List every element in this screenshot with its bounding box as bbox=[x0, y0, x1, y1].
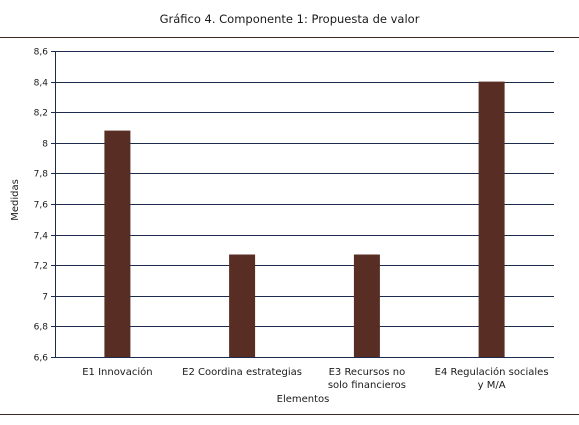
bar bbox=[104, 130, 131, 357]
x-tick-label: E4 Regulación sociales y M/A bbox=[435, 366, 549, 391]
bars bbox=[104, 81, 505, 357]
bar bbox=[229, 254, 256, 357]
y-tick-label: 8 bbox=[42, 140, 48, 150]
gridlines bbox=[51, 51, 554, 358]
y-tick-label: 6,6 bbox=[34, 354, 49, 364]
y-tick-label: 8,4 bbox=[34, 79, 49, 89]
x-axis-label: Elementos bbox=[277, 394, 330, 405]
y-tick-label: 7,6 bbox=[34, 201, 49, 211]
y-tick-labels: 6,6 6,8 7 7,2 7,4 7,6 7,8 8 8,2 8,4 8,6 bbox=[34, 48, 49, 364]
y-axis-label: Medidas bbox=[10, 179, 21, 221]
y-tick-label: 8,2 bbox=[34, 109, 48, 119]
y-tick-label: 7,8 bbox=[34, 170, 49, 180]
bar bbox=[478, 81, 505, 357]
x-tick-label: E2 Coordina estrategias bbox=[182, 367, 302, 378]
y-tick-label: 7,2 bbox=[34, 262, 48, 272]
x-tick-label: E1 Innovación bbox=[82, 366, 152, 378]
bar bbox=[353, 254, 380, 357]
bottom-divider bbox=[0, 414, 579, 415]
y-tick-label: 6,8 bbox=[34, 323, 49, 333]
y-tick-label: 7,4 bbox=[34, 232, 49, 242]
y-tick-label: 7 bbox=[42, 293, 48, 303]
x-tick-labels: E1 Innovación E2 Coordina estrategias E3 R… bbox=[82, 366, 548, 391]
y-tick-label: 8,6 bbox=[34, 48, 49, 58]
x-tick-label: E3 Recursos no solo financieros bbox=[328, 367, 406, 391]
top-divider bbox=[0, 37, 579, 38]
chart-title: Gráfico 4. Componente 1: Propuesta de va… bbox=[159, 12, 420, 26]
